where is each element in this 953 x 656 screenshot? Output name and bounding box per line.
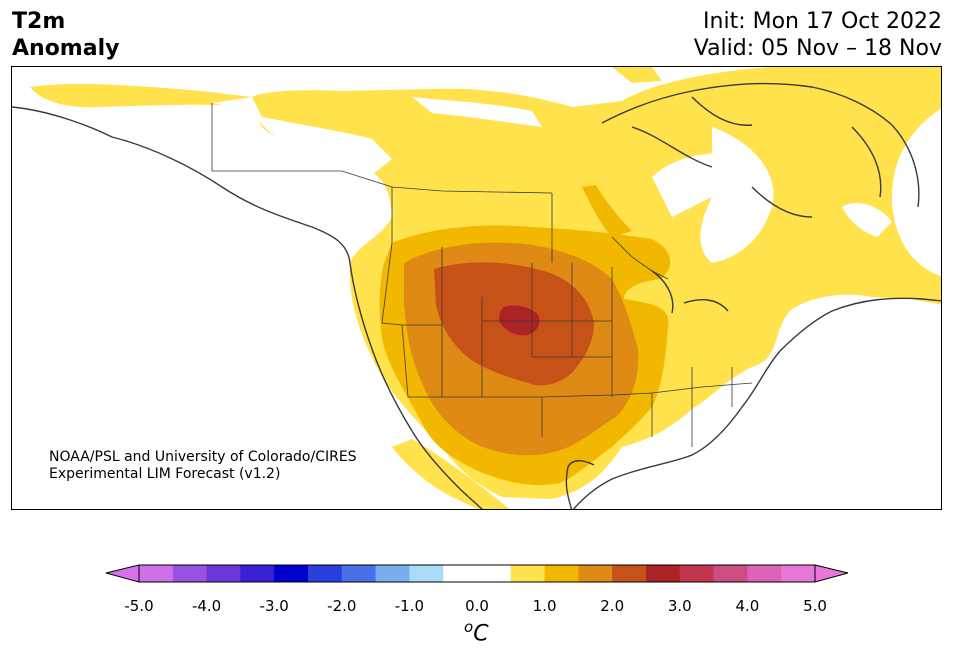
colorbar-cell [240,565,275,582]
credit-line-1: NOAA/PSL and University of Colorado/CIRE… [49,449,357,465]
colorbar-tick-label: -1.0 [394,597,425,615]
init-date: Init: Mon 17 Oct 2022 [703,9,942,34]
colorbar-tick-label: 0.0 [465,597,489,615]
colorbar-tick-label: 5.0 [803,597,827,615]
colorbar-cell [206,565,241,582]
colorbar-tick-label: 2.0 [600,597,625,615]
colorbar-outline [138,564,816,583]
colorbar-tick-label: -3.0 [259,597,289,615]
forecast-dates: Init: Mon 17 Oct 2022 Valid: 05 Nov – 18… [694,8,942,62]
title-line-1: T2m [12,9,66,34]
colorbar-cell [341,565,377,582]
valid-range: Valid: 05 Nov – 18 Nov [693,36,942,61]
unit-base: C [473,621,489,647]
colorbar-tick-label: -4.0 [191,597,222,615]
colorbar-cell [308,565,343,582]
colorbar-cell [274,565,309,582]
colorbar-cell [679,565,715,582]
colorbar-tick-label: 3.0 [667,597,692,615]
state-borders [211,103,753,447]
colorbar-tick-label: -2.0 [327,597,357,615]
map-panel [11,66,942,510]
colorbar-cell [139,565,174,582]
colorbar-under-triangle [105,564,140,583]
colorbar-cell [510,565,546,582]
colorbar [105,564,849,583]
anomaly-map [12,67,941,509]
anomaly-2.5-region [499,305,540,336]
colorbar-cell [443,565,478,582]
title-line-2: Anomaly [12,36,120,61]
colorbar-over-triangle [814,564,849,583]
colorbar-cell [375,565,410,582]
colorbar-cell [747,565,782,582]
colorbar-cell [544,565,579,582]
neutral-region [212,97,941,509]
colorbar-unit: oC [464,618,489,646]
colorbar-cell [781,565,816,582]
colorbar-cell [612,565,647,582]
colorbar-cell [172,565,208,582]
colorbar-tick-label: 1.0 [532,597,557,615]
colorbar-cell [409,565,444,582]
credit-line-2: Experimental LIM Forecast (v1.2) [49,466,281,482]
colorbar-cell [578,565,613,582]
colorbar-cell [713,565,748,582]
colorbar-cell [477,565,512,582]
credit-text: NOAA/PSL and University of Colorado/CIRE… [49,449,357,483]
unit-superscript: o [464,618,474,636]
colorbar-tick-label: 4.0 [735,597,760,615]
coastlines [12,82,941,509]
map-title: T2m Anomaly [12,8,119,62]
colorbar-cells [139,565,816,582]
colorbar-cell [646,565,681,582]
colorbar-tick-label: -5.0 [124,597,154,615]
